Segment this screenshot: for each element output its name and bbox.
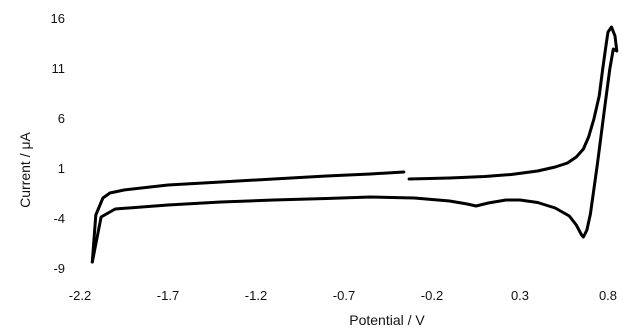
x-tick-labels: -2.2 -1.7 -1.2 -0.7 -0.2 0.3 0.8 <box>69 288 617 303</box>
y-tick-label: 1 <box>58 161 65 176</box>
x-tick-label: -1.2 <box>245 288 267 303</box>
cv-trace-upper <box>90 170 406 264</box>
x-tick-label: -2.2 <box>69 288 91 303</box>
x-tick-label: -0.7 <box>333 288 355 303</box>
x-tick-label: 0.8 <box>599 288 617 303</box>
y-tick-label: 11 <box>52 61 66 76</box>
cv-trace-lower <box>90 25 619 264</box>
y-tick-labels: 16 11 6 1 -4 -9 <box>51 11 65 276</box>
x-tick-label: -1.7 <box>157 288 179 303</box>
x-tick-label: -0.2 <box>421 288 443 303</box>
y-tick-label: 16 <box>51 11 65 26</box>
y-tick-label: -4 <box>53 211 65 226</box>
x-tick-label: 0.3 <box>511 288 529 303</box>
cv-trace-rise <box>407 42 608 181</box>
y-axis-title: Current / μA <box>17 131 33 207</box>
plot-lines <box>90 25 619 264</box>
x-axis-title: Potential / V <box>349 312 425 328</box>
y-tick-label: 6 <box>58 111 65 126</box>
y-tick-label: -9 <box>53 261 65 276</box>
